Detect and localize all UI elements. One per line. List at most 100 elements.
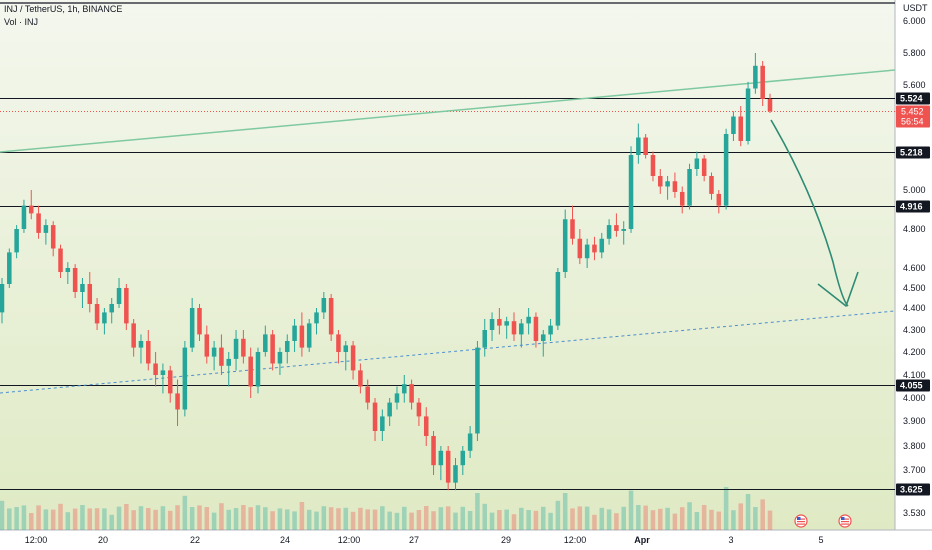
candle[interactable] bbox=[372, 398, 378, 441]
candle[interactable] bbox=[14, 225, 19, 259]
candle[interactable] bbox=[548, 319, 553, 341]
candle[interactable] bbox=[431, 431, 436, 476]
candle[interactable] bbox=[160, 363, 166, 394]
candle[interactable] bbox=[299, 312, 305, 357]
candle[interactable] bbox=[226, 352, 232, 387]
candle[interactable] bbox=[365, 379, 370, 410]
candle[interactable] bbox=[555, 268, 561, 330]
candle[interactable] bbox=[687, 163, 692, 210]
candle[interactable] bbox=[489, 312, 495, 341]
candle[interactable] bbox=[0, 278, 5, 324]
candle[interactable] bbox=[533, 312, 539, 348]
candle[interactable] bbox=[314, 308, 319, 335]
candle[interactable] bbox=[562, 209, 568, 279]
candle[interactable] bbox=[328, 294, 334, 341]
candle[interactable] bbox=[467, 426, 473, 458]
candle[interactable] bbox=[526, 308, 531, 335]
candle[interactable] bbox=[482, 319, 488, 357]
candle[interactable] bbox=[380, 409, 385, 442]
candle[interactable] bbox=[80, 278, 85, 308]
candle[interactable] bbox=[592, 236, 597, 261]
candle[interactable] bbox=[43, 219, 49, 245]
candle[interactable] bbox=[94, 298, 100, 330]
candle[interactable] bbox=[423, 407, 429, 446]
candle[interactable] bbox=[124, 284, 129, 330]
candle[interactable] bbox=[497, 308, 502, 335]
candle[interactable] bbox=[109, 298, 114, 324]
candle[interactable] bbox=[233, 330, 239, 371]
candle[interactable] bbox=[28, 190, 34, 220]
candle[interactable] bbox=[577, 229, 583, 265]
candle[interactable] bbox=[394, 386, 400, 410]
candle[interactable] bbox=[643, 134, 648, 159]
candle[interactable] bbox=[65, 262, 71, 284]
candle[interactable] bbox=[606, 219, 612, 245]
candle[interactable] bbox=[701, 155, 707, 182]
candle[interactable] bbox=[87, 272, 93, 313]
candle[interactable] bbox=[584, 238, 590, 268]
candle[interactable] bbox=[519, 319, 524, 348]
candle[interactable] bbox=[628, 146, 634, 233]
candle[interactable] bbox=[540, 330, 546, 357]
candle[interactable] bbox=[321, 292, 327, 319]
candle[interactable] bbox=[753, 53, 758, 94]
candle[interactable] bbox=[709, 172, 714, 200]
candle[interactable] bbox=[409, 379, 414, 410]
candle[interactable] bbox=[570, 205, 575, 245]
candle[interactable] bbox=[511, 312, 517, 341]
candle[interactable] bbox=[343, 341, 349, 371]
candle[interactable] bbox=[716, 190, 722, 214]
candle[interactable] bbox=[58, 244, 63, 278]
candle[interactable] bbox=[694, 151, 700, 177]
candle[interactable] bbox=[402, 375, 407, 403]
candle[interactable] bbox=[723, 128, 729, 210]
candle[interactable] bbox=[248, 347, 253, 398]
candle[interactable] bbox=[284, 334, 290, 364]
candle[interactable] bbox=[658, 169, 663, 194]
candle[interactable] bbox=[182, 341, 188, 417]
candle[interactable] bbox=[358, 363, 363, 394]
candle[interactable] bbox=[336, 330, 341, 364]
candle[interactable] bbox=[21, 199, 27, 233]
candle[interactable] bbox=[292, 319, 297, 352]
candle[interactable] bbox=[731, 111, 736, 141]
candle[interactable] bbox=[460, 446, 466, 476]
candle[interactable] bbox=[636, 123, 641, 164]
candle[interactable] bbox=[416, 398, 422, 426]
candle[interactable] bbox=[738, 106, 744, 147]
candle[interactable] bbox=[672, 172, 678, 198]
us-flag-icon[interactable] bbox=[838, 514, 852, 528]
us-flag-icon[interactable] bbox=[794, 514, 808, 528]
candle[interactable] bbox=[167, 365, 173, 403]
candle[interactable] bbox=[219, 334, 224, 375]
candle[interactable] bbox=[270, 330, 275, 371]
candle[interactable] bbox=[650, 151, 656, 182]
candle[interactable] bbox=[241, 330, 246, 364]
candle[interactable] bbox=[204, 325, 210, 364]
candle[interactable] bbox=[175, 379, 180, 426]
candle[interactable] bbox=[50, 221, 56, 257]
candle[interactable] bbox=[146, 330, 151, 371]
candle[interactable] bbox=[350, 341, 356, 380]
candle[interactable] bbox=[614, 213, 619, 237]
candle[interactable] bbox=[599, 232, 605, 259]
candle[interactable] bbox=[504, 316, 509, 339]
candle[interactable] bbox=[387, 398, 392, 426]
candle[interactable] bbox=[306, 319, 312, 352]
candle[interactable] bbox=[263, 325, 268, 357]
candlesticks[interactable] bbox=[0, 53, 773, 491]
candle[interactable] bbox=[211, 341, 217, 371]
candle[interactable] bbox=[277, 347, 283, 375]
candle[interactable] bbox=[102, 308, 107, 335]
candle[interactable] bbox=[438, 446, 444, 481]
candle[interactable] bbox=[745, 81, 751, 145]
candle[interactable] bbox=[72, 264, 78, 298]
candle[interactable] bbox=[131, 319, 136, 357]
candle[interactable] bbox=[453, 458, 458, 491]
candle[interactable] bbox=[7, 248, 12, 289]
candle[interactable] bbox=[679, 186, 685, 214]
candle[interactable] bbox=[621, 221, 626, 245]
candle[interactable] bbox=[138, 334, 144, 364]
